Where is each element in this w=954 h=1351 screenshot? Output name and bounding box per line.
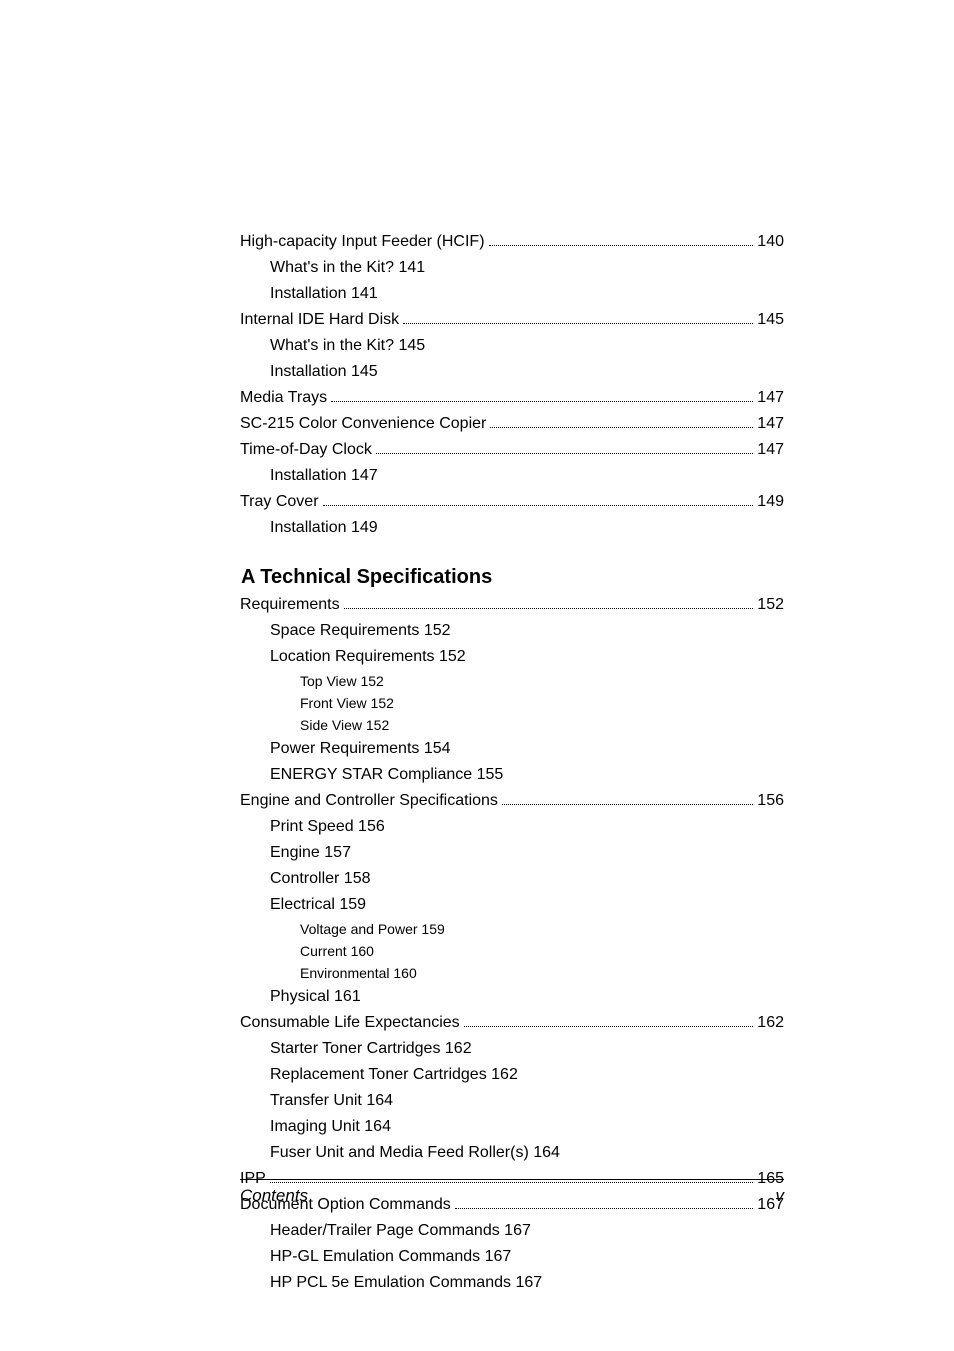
- toc-subentry: Imaging Unit 164: [240, 1115, 784, 1139]
- toc-entry: Tray Cover 149: [240, 490, 784, 514]
- toc-dot-leader: [376, 453, 753, 454]
- toc-subentry: Print Speed 156: [240, 815, 784, 839]
- toc-entry-text: Tray Cover: [240, 490, 319, 514]
- toc-subsubentry: Front View 152: [240, 693, 784, 714]
- toc-entry-page: 145: [757, 308, 784, 332]
- toc-subentry: HP PCL 5e Emulation Commands 167: [240, 1271, 784, 1295]
- section-heading-a: A Technical Specifications: [240, 566, 784, 589]
- toc-dot-leader: [455, 1208, 754, 1209]
- toc-subentry: Transfer Unit 164: [240, 1089, 784, 1113]
- toc-entry-page: 147: [757, 412, 784, 436]
- section-title-text: Technical Specifications: [260, 566, 492, 588]
- toc-subentry: Header/Trailer Page Commands 167: [240, 1219, 784, 1243]
- toc-subentry: HP-GL Emulation Commands 167: [240, 1245, 784, 1269]
- toc-subentry: Space Requirements 152: [240, 619, 784, 643]
- toc-entry-text: Consumable Life Expectancies: [240, 1011, 460, 1035]
- toc-entry-text: Time-of-Day Clock: [240, 438, 372, 462]
- toc-entry-text: Requirements: [240, 593, 340, 617]
- toc-entry: Internal IDE Hard Disk 145: [240, 308, 784, 332]
- toc-entry-text: Media Trays: [240, 386, 327, 410]
- toc-entry: Time-of-Day Clock 147: [240, 438, 784, 462]
- toc-dot-leader: [331, 401, 753, 402]
- toc-entry-page: 147: [757, 438, 784, 462]
- toc-section-1: High-capacity Input Feeder (HCIF) 140Wha…: [240, 230, 784, 540]
- toc-entry-page: 147: [757, 386, 784, 410]
- toc-subsubentry: Current 160: [240, 941, 784, 962]
- toc-subentry: Replacement Toner Cartridges 162: [240, 1063, 784, 1087]
- toc-dot-leader: [323, 505, 754, 506]
- toc-entry-page: 140: [757, 230, 784, 254]
- toc-subentry: Electrical 159: [240, 893, 784, 917]
- toc-subentry: Fuser Unit and Media Feed Roller(s) 164: [240, 1141, 784, 1165]
- toc-subentry: Installation 145: [240, 360, 784, 384]
- toc-entry-text: SC-215 Color Convenience Copier: [240, 412, 486, 436]
- toc-subentry: ENERGY STAR Compliance 155: [240, 763, 784, 787]
- toc-dot-leader: [502, 804, 753, 805]
- footer-left: Contents: [240, 1186, 308, 1206]
- toc-subentry: Installation 149: [240, 516, 784, 540]
- page-footer: Contents v: [240, 1179, 784, 1206]
- toc-entry-page: 162: [757, 1011, 784, 1035]
- toc-entry-page: 156: [757, 789, 784, 813]
- section-letter: A: [241, 566, 255, 588]
- toc-subsubentry: Side View 152: [240, 715, 784, 736]
- toc-entry: Engine and Controller Specifications 156: [240, 789, 784, 813]
- toc-subentry: Physical 161: [240, 985, 784, 1009]
- toc-entry-text: Engine and Controller Specifications: [240, 789, 498, 813]
- toc-dot-leader: [403, 323, 753, 324]
- toc-entry: SC-215 Color Convenience Copier 147: [240, 412, 784, 436]
- footer-page-number: v: [776, 1186, 785, 1206]
- toc-subsubentry: Top View 152: [240, 671, 784, 692]
- toc-subsubentry: Environmental 160: [240, 963, 784, 984]
- toc-entry: Requirements 152: [240, 593, 784, 617]
- toc-entry-text: High-capacity Input Feeder (HCIF): [240, 230, 485, 254]
- page-content: High-capacity Input Feeder (HCIF) 140Wha…: [0, 0, 954, 1295]
- toc-subentry: Installation 141: [240, 282, 784, 306]
- toc-subentry: What's in the Kit? 141: [240, 256, 784, 280]
- toc-subentry: Starter Toner Cartridges 162: [240, 1037, 784, 1061]
- toc-subentry: Controller 158: [240, 867, 784, 891]
- toc-subentry: Location Requirements 152: [240, 645, 784, 669]
- toc-entry-page: 152: [757, 593, 784, 617]
- toc-entry-text: Internal IDE Hard Disk: [240, 308, 399, 332]
- toc-entry: Media Trays 147: [240, 386, 784, 410]
- toc-subentry: Engine 157: [240, 841, 784, 865]
- toc-subentry: What's in the Kit? 145: [240, 334, 784, 358]
- toc-dot-leader: [464, 1026, 754, 1027]
- toc-subentry: Installation 147: [240, 464, 784, 488]
- toc-subentry: Power Requirements 154: [240, 737, 784, 761]
- toc-subsubentry: Voltage and Power 159: [240, 919, 784, 940]
- toc-dot-leader: [344, 608, 754, 609]
- toc-dot-leader: [489, 245, 754, 246]
- toc-entry: High-capacity Input Feeder (HCIF) 140: [240, 230, 784, 254]
- toc-entry-page: 149: [757, 490, 784, 514]
- toc-entry: Consumable Life Expectancies 162: [240, 1011, 784, 1035]
- toc-dot-leader: [490, 427, 753, 428]
